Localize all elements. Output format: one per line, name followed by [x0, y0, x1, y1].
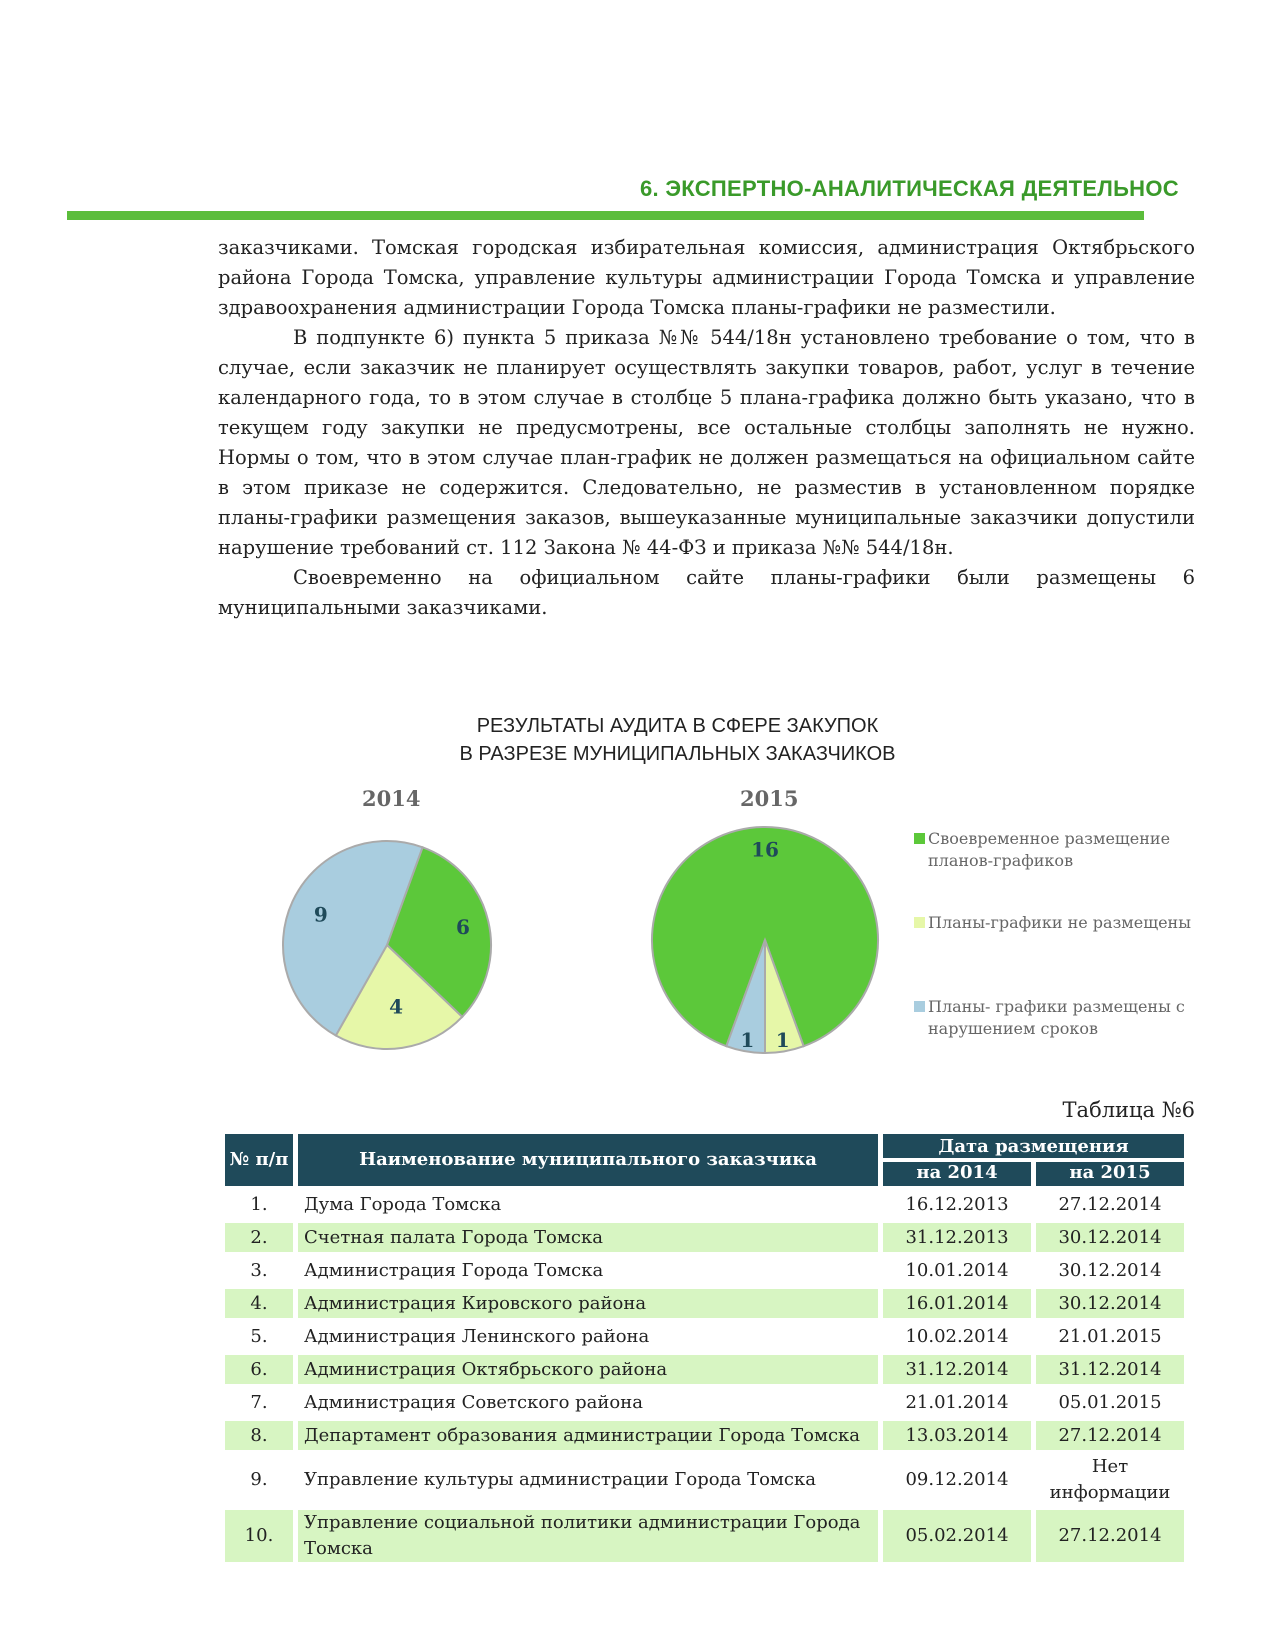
customer-name: Администрация Города Томска: [304, 1259, 604, 1281]
customer-name: Дума Города Томска: [304, 1193, 502, 1215]
col-date-header: Дата размещения: [883, 1134, 1184, 1158]
legend-item: Своевременное размещение планов-графиков: [914, 828, 1188, 872]
customer-name: Счетная палата Города Томска: [298, 1223, 878, 1252]
date-2015: 27.12.2014: [1058, 1193, 1162, 1215]
col-num-header: № п/п: [225, 1134, 293, 1186]
row-number: 7.: [250, 1391, 268, 1413]
chart-title: РЕЗУЛЬТАТЫ АУДИТА В СФЕРЕ ЗАКУПОК В РАЗР…: [300, 712, 1055, 768]
customer-name: Администрация Кировского района: [298, 1289, 878, 1318]
table-caption: Таблица №6: [1062, 1098, 1195, 1122]
date-2015: 21.01.2015: [1058, 1325, 1162, 1347]
pie-slice: [651, 826, 879, 1048]
date-2014: 10.02.2014: [905, 1325, 1009, 1347]
date-2014: 31.12.2014: [883, 1355, 1031, 1384]
table-row: 3. Администрация Города Томска 10.01.2014 3…: [225, 1256, 1184, 1285]
customer-name: Управление культуры администрации Города…: [304, 1469, 816, 1490]
pie-title-2015: 2015: [740, 786, 799, 811]
date-2015: 27.12.2014: [1036, 1421, 1184, 1450]
pie-data-label: 9: [314, 903, 328, 927]
date-2014: 31.12.2013: [883, 1223, 1031, 1252]
date-2014: 16.01.2014: [883, 1289, 1031, 1318]
chart-title-line: РЕЗУЛЬТАТЫ АУДИТА В СФЕРЕ ЗАКУПОК: [476, 715, 879, 737]
row-number: 3.: [250, 1259, 268, 1281]
date-2015: Нет информации: [1049, 1456, 1171, 1503]
customers-table: № п/п Наименование муниципального заказч…: [220, 1130, 1189, 1566]
pie-charts: 6 4 9 16 11: [282, 826, 879, 1055]
pie-data-label: 16: [751, 838, 779, 862]
date-2014: 05.02.2014: [883, 1510, 1031, 1562]
pie-slice: [725, 939, 766, 1055]
table-row: 2. Счетная палата Города Томска 31.12.2013…: [225, 1223, 1184, 1252]
legend-swatch: [914, 833, 925, 844]
pie-title-2014: 2014: [362, 786, 421, 811]
paragraph: В подпункте 6) пункта 5 приказа №№ 544/1…: [218, 326, 1195, 559]
date-2014: 16.12.2013: [905, 1193, 1009, 1215]
customer-name: Администрация Ленинского района: [304, 1325, 650, 1347]
pie-slice: [334, 943, 464, 1050]
date-2014: 13.03.2014: [883, 1421, 1031, 1450]
row-number: 8.: [225, 1421, 293, 1450]
customer-name: Департамент образования администрации Го…: [298, 1421, 878, 1450]
date-2015: 27.12.2014: [1036, 1510, 1184, 1562]
table-row: 7. Администрация Советского района 21.01.2…: [225, 1388, 1184, 1417]
legend-item: Планы- графики размещены с нарушением ср…: [914, 996, 1188, 1040]
row-number: 4.: [225, 1289, 293, 1318]
legend-swatch: [914, 1001, 925, 1012]
pie-data-label: 1: [740, 1028, 754, 1052]
row-number: 6.: [225, 1355, 293, 1384]
col-2014-header: на 2014: [883, 1162, 1031, 1186]
row-number: 2.: [225, 1223, 293, 1252]
row-number: 10.: [225, 1510, 293, 1562]
row-number: 5.: [250, 1325, 268, 1347]
date-2015: 30.12.2014: [1036, 1289, 1184, 1318]
pie-slice: [282, 840, 424, 1037]
customer-name: Администрация Советского района: [304, 1391, 643, 1413]
date-2015: 31.12.2014: [1036, 1355, 1184, 1384]
customer-name: Управление социальной политики администр…: [298, 1510, 878, 1562]
row-number: 9.: [250, 1469, 268, 1490]
pie-slice: [385, 845, 492, 1019]
legend-item: Планы-графики не размещены: [914, 912, 1191, 934]
col-name-header: Наименование муниципального заказчика: [298, 1134, 878, 1186]
customer-name: Администрация Октябрьского района: [298, 1355, 878, 1384]
table-row: 4. Администрация Кировского района 16.01.2…: [225, 1289, 1184, 1318]
date-2015: 30.12.2014: [1058, 1259, 1162, 1281]
date-2014: 21.01.2014: [905, 1391, 1009, 1413]
date-2015: 05.01.2015: [1058, 1391, 1162, 1413]
table-row: 10. Управление социальной политики админи…: [225, 1510, 1184, 1562]
date-2014: 10.01.2014: [905, 1259, 1009, 1281]
legend-swatch: [914, 917, 925, 928]
section-header: 6. ЭКСПЕРТНО-АНАЛИТИЧЕСКАЯ ДЕЯТЕЛЬНОС: [640, 176, 1179, 201]
body-text: заказчиками. Томская городская избирател…: [218, 233, 1195, 623]
pie-data-label: 4: [389, 995, 403, 1019]
pie-data-label: 6: [456, 915, 470, 939]
chart-title-line: В РАЗРЕЗЕ МУНИЦИПАЛЬНЫХ ЗАКАЗЧИКОВ: [459, 743, 896, 765]
table-row: 6. Администрация Октябрьского района 31.12…: [225, 1355, 1184, 1384]
table-row: 1. Дума Города Томска 16.12.2013 27.12.2014: [225, 1190, 1184, 1219]
pie-data-label: 1: [776, 1028, 790, 1052]
paragraph: заказчиками. Томская городская избирател…: [218, 236, 1195, 319]
col-2015-header: на 2015: [1036, 1162, 1184, 1186]
date-2014: 09.12.2014: [905, 1469, 1009, 1490]
table-row: 5. Администрация Ленинского района 10.02.2…: [225, 1322, 1184, 1351]
row-number: 1.: [250, 1193, 268, 1215]
table-row: 9. Управление культуры администрации Горо…: [225, 1454, 1184, 1506]
table-row: 8. Департамент образования администрации …: [225, 1421, 1184, 1450]
paragraph: Своевременно на официальном сайте планы-…: [218, 566, 1195, 619]
header-rule: [67, 211, 1144, 220]
date-2015: 30.12.2014: [1036, 1223, 1184, 1252]
